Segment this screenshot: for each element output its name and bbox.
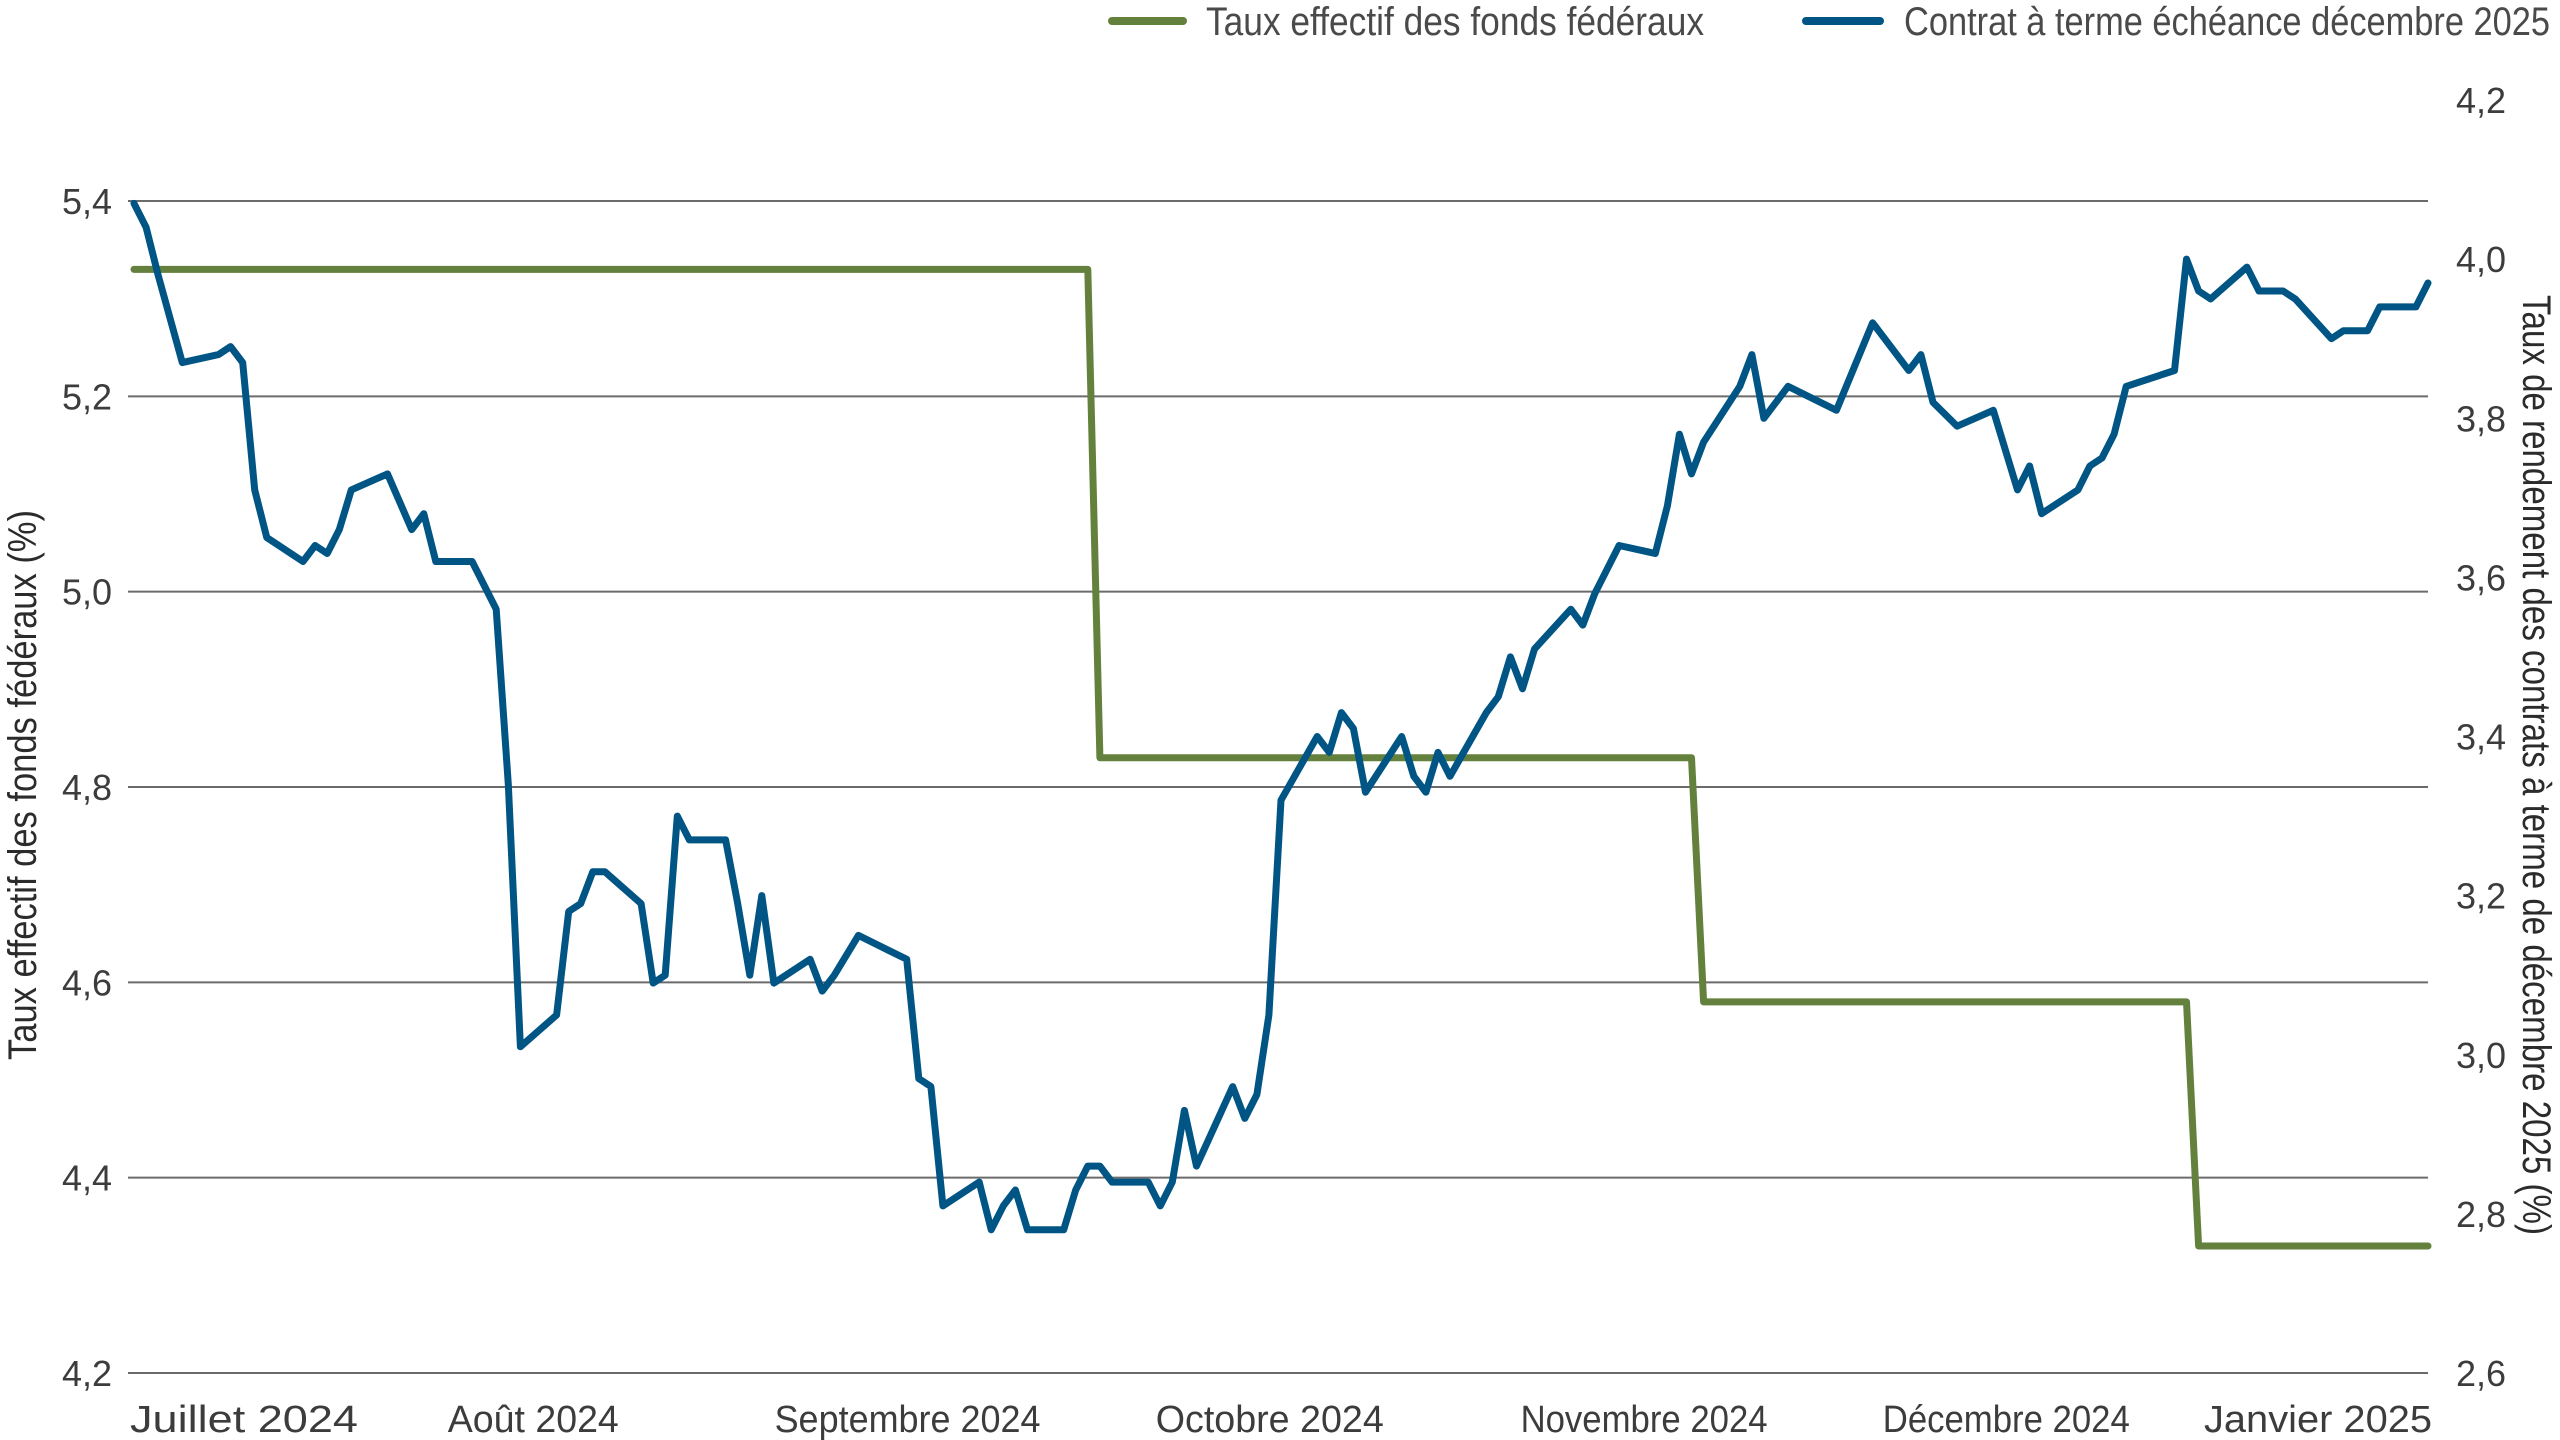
left-axis-ticks: 5,4 5,2 5,0 4,8 4,6 4,4 4,2 xyxy=(62,181,112,1394)
left-tick-label: 5,4 xyxy=(62,181,112,222)
right-tick-label: 2,6 xyxy=(2456,1353,2506,1394)
right-tick-label: 3,4 xyxy=(2456,717,2506,758)
left-tick-label: 4,8 xyxy=(62,767,112,808)
x-tick-label: Décembre 2024 xyxy=(1883,1399,2130,1440)
left-tick-label: 4,6 xyxy=(62,962,112,1003)
left-tick-label: 5,0 xyxy=(62,572,112,613)
legend-item-fed-funds: Taux effectif des fonds fédéraux xyxy=(1108,0,1704,44)
x-tick-label: Janvier 2025 xyxy=(2204,1399,2432,1440)
series-lines xyxy=(130,199,2432,1250)
right-tick-label: 3,6 xyxy=(2456,557,2506,598)
left-tick-label: 4,2 xyxy=(62,1353,112,1394)
right-tick-label: 3,8 xyxy=(2456,398,2506,439)
legend: Taux effectif des fonds fédéraux Contrat… xyxy=(1108,0,2550,44)
right-tick-label: 2,8 xyxy=(2456,1194,2506,1235)
right-tick-label: 3,0 xyxy=(2456,1035,2506,1076)
right-tick-label: 4,2 xyxy=(2456,80,2506,121)
legend-item-futures: Contrat à terme échéance décembre 2025 xyxy=(1802,0,2550,44)
x-tick-label: Juillet 2024 xyxy=(130,1399,358,1440)
series-line-fed-funds xyxy=(130,265,2432,1250)
series-line-futures xyxy=(130,199,2432,1234)
legend-label-futures: Contrat à terme échéance décembre 2025 xyxy=(1904,0,2550,44)
right-tick-label: 4,0 xyxy=(2456,239,2506,280)
gridlines xyxy=(128,200,2428,1374)
x-tick-label: Novembre 2024 xyxy=(1521,1399,1768,1440)
legend-label-fed-funds: Taux effectif des fonds fédéraux xyxy=(1206,0,1704,44)
x-tick-label: Septembre 2024 xyxy=(775,1399,1041,1440)
right-axis-title: Taux de rendement des contrats à terme d… xyxy=(2514,295,2558,1235)
right-tick-label: 3,2 xyxy=(2456,876,2506,917)
left-tick-label: 4,4 xyxy=(62,1158,112,1199)
right-axis-ticks: 4,2 4,0 3,8 3,6 3,4 3,2 3,0 2,8 2,6 xyxy=(2456,80,2506,1394)
left-axis-title: Taux effectif des fonds fédéraux (%) xyxy=(1,510,45,1060)
x-axis-ticks: Juillet 2024 Août 2024 Septembre 2024 Octob… xyxy=(130,1399,2432,1440)
left-tick-label: 5,2 xyxy=(62,376,112,417)
x-tick-label: Octobre 2024 xyxy=(1156,1399,1384,1440)
x-tick-label: Août 2024 xyxy=(448,1399,619,1440)
